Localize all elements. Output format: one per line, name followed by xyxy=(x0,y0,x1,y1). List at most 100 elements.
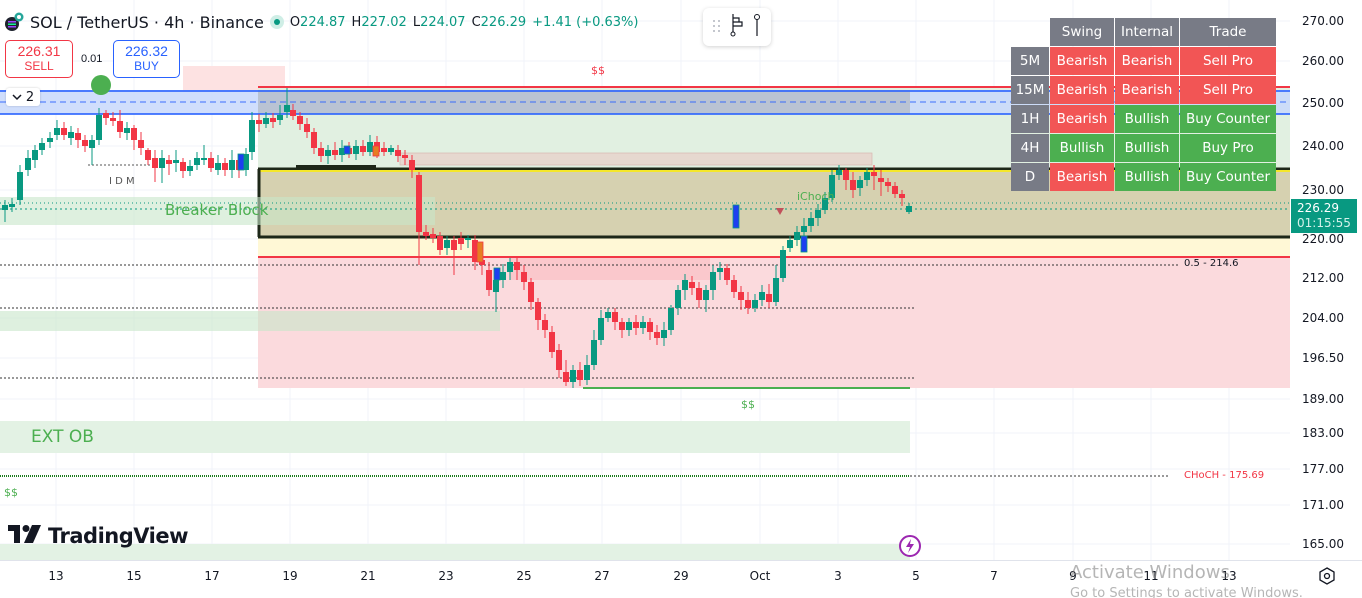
buy-label: BUY xyxy=(134,59,159,73)
time-tick: 29 xyxy=(673,569,689,583)
sell-price: 226.31 xyxy=(17,43,61,59)
time-tick: 21 xyxy=(360,569,376,583)
column-header-internal: Internal xyxy=(1115,18,1179,46)
open-label: O xyxy=(289,14,301,30)
low-value: 224.07 xyxy=(420,14,466,30)
time-tick: 5 xyxy=(912,569,920,583)
price-tick: 171.00 xyxy=(1302,498,1344,512)
solana-logo-icon xyxy=(4,12,24,32)
market-status-icon[interactable] xyxy=(269,15,284,29)
tradingview-logo[interactable]: TradingView xyxy=(8,524,188,548)
sell-label: SELL xyxy=(24,59,54,73)
timeframe-cell: 4H xyxy=(1011,134,1049,162)
time-tick: 7 xyxy=(990,569,998,583)
sell-button[interactable]: 226.31 SELL xyxy=(5,40,73,78)
price-tick: 196.50 xyxy=(1302,351,1344,365)
price-tick: 212.00 xyxy=(1302,271,1344,285)
chart-settings-gear-icon[interactable] xyxy=(1318,567,1336,585)
swing-cell: Bearish xyxy=(1050,105,1114,133)
internal-cell: Bullish xyxy=(1115,105,1179,133)
column-header-trade: Trade xyxy=(1180,18,1276,46)
low-label: L xyxy=(412,14,421,30)
trade-cell: Buy Counter xyxy=(1180,163,1276,191)
liquidity-label-left: $$ xyxy=(4,486,18,499)
fib-level-label: 0.5 - 214.6 xyxy=(1184,258,1239,269)
time-tick: 11 xyxy=(1143,569,1159,583)
buy-price: 226.32 xyxy=(125,43,168,59)
choch-label: CHoCH - 175.69 xyxy=(1184,470,1265,481)
events-lightning-icon[interactable] xyxy=(899,535,921,557)
table-row-1h: 1H Bearish Bullish Buy Counter xyxy=(1011,105,1276,133)
trade-cell: Sell Pro xyxy=(1180,47,1276,75)
bar-countdown: 01:15:55 xyxy=(1297,216,1351,230)
ichoch-label: iChoch xyxy=(797,190,835,203)
swing-cell: Bearish xyxy=(1050,163,1114,191)
symbol-title[interactable]: SOL / TetherUS · 4h · Binance xyxy=(30,12,264,32)
last-price-label: 226.29 01:15:55 xyxy=(1291,199,1357,233)
time-tick: Oct xyxy=(749,569,771,583)
time-tick: 23 xyxy=(438,569,454,583)
close-label: C xyxy=(471,14,481,30)
symbol-header: SOL / TetherUS · 4h · Binance O224.87 H 2… xyxy=(4,12,638,32)
table-row-15m: 15M Bearish Bearish Sell Pro xyxy=(1011,76,1276,104)
price-tick: 204.00 xyxy=(1302,311,1344,325)
breaker-block-label: Breaker Block xyxy=(165,201,269,219)
timeframe-cell: 1H xyxy=(1011,105,1049,133)
price-tick: 189.00 xyxy=(1302,392,1344,406)
open-value: 224.87 xyxy=(300,14,346,30)
price-tick: 165.00 xyxy=(1302,537,1344,551)
trade-cell: Buy Counter xyxy=(1180,105,1276,133)
table-row-5m: 5M Bearish Bearish Sell Pro xyxy=(1011,47,1276,75)
close-value: 226.29 xyxy=(480,14,527,30)
time-tick: 9 xyxy=(1069,569,1077,583)
time-tick: 13 xyxy=(48,569,64,583)
price-axis[interactable]: 270.00 260.00 250.00 240.00 230.00 220.00 212.… xyxy=(1290,0,1362,560)
time-tick: 13 xyxy=(1221,569,1237,583)
trade-cell: Sell Pro xyxy=(1180,76,1276,104)
ext-ob-label: EXT OB xyxy=(31,427,94,447)
swing-cell: Bullish xyxy=(1050,134,1114,162)
windows-activation-watermark: Activate Windows Go to Settings to activ… xyxy=(1070,562,1303,598)
tradingview-logo-icon xyxy=(8,524,42,548)
table-corner xyxy=(1011,18,1049,46)
watermark-subtitle: Go to Settings to activate Windows. xyxy=(1070,586,1303,598)
liquidity-label-top: $$ xyxy=(591,64,605,77)
pin-icon[interactable] xyxy=(752,13,762,41)
price-tick: 250.00 xyxy=(1302,96,1344,110)
spread-value: 0.01 xyxy=(81,53,103,65)
tradingview-logo-text: TradingView xyxy=(48,524,188,548)
trade-cell: Buy Pro xyxy=(1180,134,1276,162)
time-axis[interactable]: 13 15 17 19 21 23 25 27 29 Oct 3 5 7 9 11 13 xyxy=(0,560,1362,598)
time-tick: 19 xyxy=(282,569,298,583)
column-header-swing: Swing xyxy=(1050,18,1114,46)
indicators-collapse-button[interactable]: 2 xyxy=(6,88,40,106)
chevron-down-icon xyxy=(12,90,22,105)
swing-cell: Bearish xyxy=(1050,47,1114,75)
buy-button[interactable]: 226.32 BUY xyxy=(113,40,180,78)
time-tick: 3 xyxy=(834,569,842,583)
time-tick: 25 xyxy=(516,569,532,583)
last-price-value: 226.29 xyxy=(1297,201,1339,215)
price-tick: 260.00 xyxy=(1302,54,1344,68)
floating-drawing-toolbar xyxy=(703,8,771,46)
time-tick: 27 xyxy=(594,569,610,583)
internal-cell: Bullish xyxy=(1115,134,1179,162)
timeframe-cell: 5M xyxy=(1011,47,1049,75)
time-tick: 15 xyxy=(126,569,142,583)
drag-handle-icon[interactable] xyxy=(712,18,722,37)
idm-label: I D M xyxy=(109,176,135,187)
price-change: +1.41 (+0.63%) xyxy=(532,14,639,30)
price-tick: 183.00 xyxy=(1302,426,1344,440)
long-position-icon[interactable] xyxy=(729,13,745,41)
watermark-title: Activate Windows xyxy=(1070,562,1230,583)
price-tick: 240.00 xyxy=(1302,139,1344,153)
timeframe-cell: D xyxy=(1011,163,1049,191)
price-tick: 270.00 xyxy=(1302,14,1344,28)
time-tick: 17 xyxy=(204,569,220,583)
price-tick: 177.00 xyxy=(1302,462,1344,476)
high-label: H xyxy=(351,14,362,30)
price-tick: 230.00 xyxy=(1302,183,1344,197)
table-row-4h: 4H Bullish Bullish Buy Pro xyxy=(1011,134,1276,162)
table-row-d: D Bearish Bullish Buy Counter xyxy=(1011,163,1276,191)
